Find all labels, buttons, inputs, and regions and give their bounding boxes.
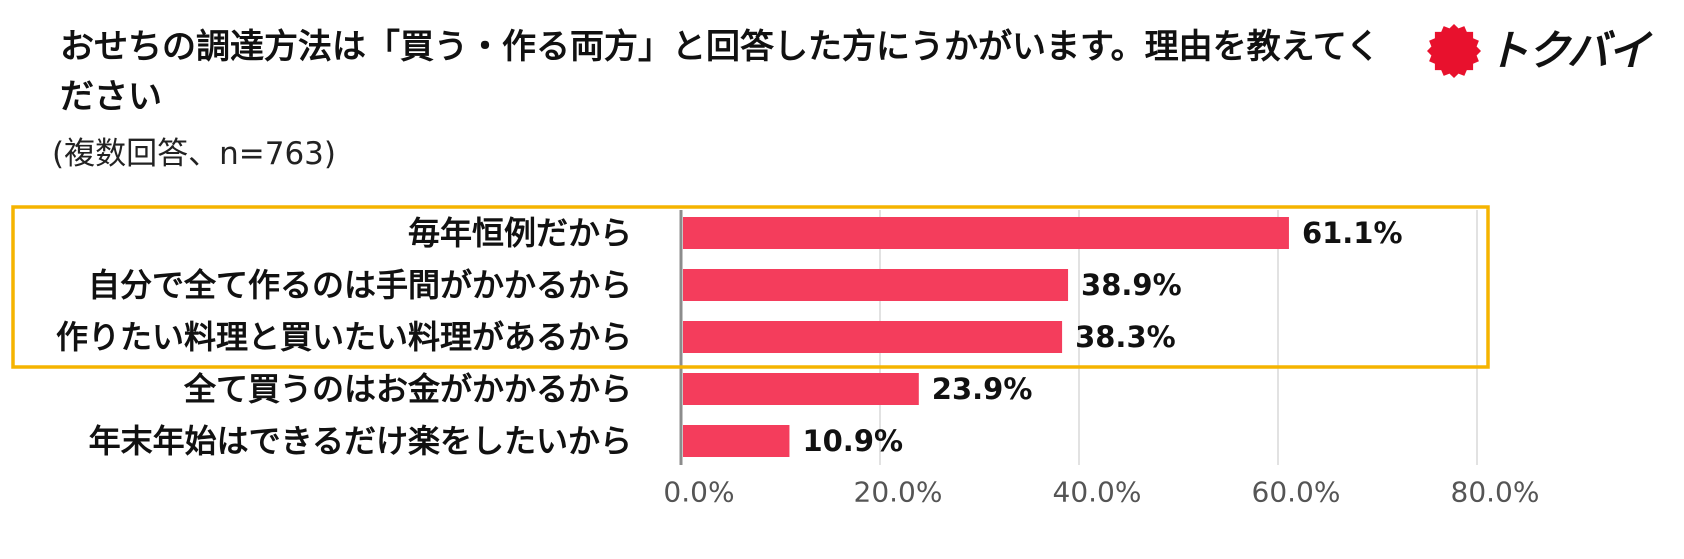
brand-logo: トクバイ bbox=[1425, 22, 1675, 80]
bar bbox=[683, 425, 790, 457]
x-tick-label: 60.0% bbox=[1252, 476, 1341, 509]
category-label: 全て買うのはお金がかかるから bbox=[183, 370, 632, 408]
x-tick-label: 40.0% bbox=[1053, 476, 1142, 509]
data-label: 38.3% bbox=[1075, 320, 1176, 354]
data-label: 23.9% bbox=[932, 372, 1033, 406]
x-tick-label: 0.0% bbox=[663, 476, 734, 509]
category-label: 自分で全て作るのは手間がかかるから bbox=[88, 266, 632, 304]
data-label: 10.9% bbox=[802, 424, 903, 458]
data-label: 38.9% bbox=[1081, 268, 1182, 302]
red-sun-icon bbox=[1427, 24, 1481, 78]
bar bbox=[683, 269, 1069, 301]
category-label: 毎年恒例だから bbox=[408, 214, 632, 252]
chart-title: おせちの調達方法は「買う・作る両方」と回答した方にうかがいます。理由を教えてくだ… bbox=[60, 27, 1380, 117]
highlight-frame bbox=[11, 205, 1490, 369]
category-label: 年末年始はできるだけ楽をしたいから bbox=[89, 422, 632, 460]
data-label: 61.1% bbox=[1302, 216, 1403, 250]
bar bbox=[683, 373, 919, 405]
category-label: 作りたい料理と買いたい料理があるから bbox=[56, 318, 632, 356]
chart-subtitle: (複数回答、n=763) bbox=[52, 136, 336, 172]
bar bbox=[683, 217, 1289, 249]
x-tick-label: 80.0% bbox=[1451, 476, 1540, 509]
bar bbox=[683, 321, 1063, 353]
brand-logo-text: トクバイ bbox=[1487, 26, 1650, 75]
x-tick-label: 20.0% bbox=[854, 476, 943, 509]
